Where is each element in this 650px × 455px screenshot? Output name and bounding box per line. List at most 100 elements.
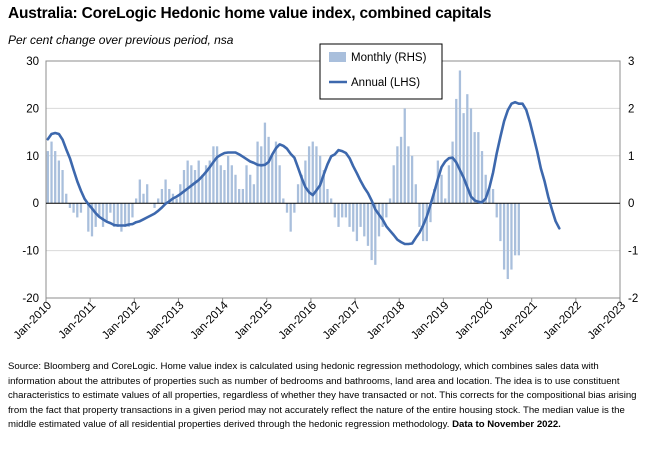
monthly-bar bbox=[212, 146, 215, 204]
x-tick-label: Jan-2011 bbox=[56, 300, 98, 342]
right-tick-label: -1 bbox=[628, 246, 638, 258]
monthly-bar bbox=[65, 193, 68, 204]
monthly-bar bbox=[322, 170, 325, 204]
monthly-bar bbox=[267, 136, 270, 204]
monthly-bar bbox=[135, 198, 138, 204]
left-tick-label: 0 bbox=[33, 198, 39, 210]
monthly-bar bbox=[54, 151, 57, 204]
monthly-bar bbox=[374, 203, 377, 265]
monthly-bar bbox=[477, 132, 480, 204]
monthly-bar bbox=[87, 203, 90, 232]
right-tick-label: 1 bbox=[628, 151, 634, 163]
right-tick-label: 2 bbox=[628, 103, 634, 115]
monthly-bar bbox=[131, 203, 134, 218]
monthly-bar bbox=[363, 203, 366, 237]
x-tick-label: Jan-2010 bbox=[12, 300, 54, 342]
legend-label-monthly: Monthly (RHS) bbox=[351, 52, 427, 64]
monthly-bar bbox=[366, 203, 370, 246]
monthly-bar bbox=[469, 108, 473, 204]
monthly-bar bbox=[473, 132, 476, 204]
monthly-bar bbox=[455, 98, 458, 204]
monthly-bar bbox=[429, 203, 432, 223]
x-tick-label: Jan-2022 bbox=[542, 300, 584, 342]
monthly-bar bbox=[381, 203, 384, 227]
monthly-bar bbox=[271, 155, 274, 204]
monthly-bar bbox=[193, 170, 197, 204]
monthly-bar bbox=[462, 113, 465, 204]
monthly-bar bbox=[359, 203, 362, 227]
monthly-bar bbox=[451, 141, 454, 204]
monthly-bar bbox=[370, 203, 373, 261]
monthly-bar bbox=[186, 160, 189, 204]
monthly-bar bbox=[410, 155, 414, 204]
monthly-bar bbox=[105, 203, 108, 223]
monthly-bar bbox=[499, 203, 502, 242]
monthly-bar bbox=[337, 203, 340, 227]
monthly-bar bbox=[278, 165, 281, 204]
monthly-bar bbox=[318, 155, 322, 204]
x-tick-label: Jan-2013 bbox=[144, 300, 186, 342]
monthly-bars bbox=[46, 70, 520, 280]
monthly-bar bbox=[138, 179, 141, 204]
monthly-bar bbox=[50, 141, 53, 204]
x-tick-label: Jan-2020 bbox=[453, 300, 495, 342]
monthly-bar bbox=[282, 198, 285, 204]
monthly-bar bbox=[94, 203, 97, 227]
monthly-bar bbox=[344, 203, 348, 218]
monthly-bar bbox=[76, 203, 79, 218]
monthly-bar bbox=[226, 155, 230, 204]
monthly-bar bbox=[388, 198, 392, 204]
monthly-bar bbox=[333, 203, 336, 218]
monthly-bar bbox=[197, 160, 200, 204]
monthly-bar bbox=[285, 203, 289, 213]
monthly-bar bbox=[157, 198, 160, 204]
monthly-bar bbox=[447, 165, 451, 204]
x-tick-label: Jan-2018 bbox=[365, 300, 407, 342]
monthly-bar bbox=[399, 136, 403, 204]
monthly-bar bbox=[352, 203, 355, 232]
monthly-bar bbox=[407, 146, 410, 204]
monthly-bar bbox=[230, 165, 233, 204]
monthly-bar bbox=[260, 146, 263, 204]
monthly-bar bbox=[307, 146, 311, 204]
monthly-bar bbox=[120, 203, 123, 232]
monthly-bar bbox=[101, 203, 105, 227]
x-tick-label: Jan-2017 bbox=[321, 300, 363, 342]
legend: Monthly (RHS) Annual (LHS) bbox=[319, 43, 443, 100]
monthly-bar bbox=[296, 184, 300, 204]
x-tick-label: Jan-2021 bbox=[497, 300, 539, 342]
monthly-bar bbox=[510, 203, 513, 270]
monthly-bar bbox=[175, 198, 178, 204]
x-tick-label: Jan-2019 bbox=[409, 300, 451, 342]
monthly-bar bbox=[160, 188, 164, 204]
monthly-bar bbox=[123, 203, 127, 227]
monthly-bar bbox=[425, 203, 428, 242]
monthly-bar bbox=[223, 170, 226, 204]
x-tick-label: Jan-2016 bbox=[277, 300, 319, 342]
monthly-bar bbox=[219, 165, 222, 204]
legend-label-annual: Annual (LHS) bbox=[351, 77, 420, 89]
monthly-bar bbox=[315, 146, 318, 204]
monthly-bar bbox=[300, 174, 303, 204]
monthly-bar bbox=[480, 151, 484, 204]
monthly-bar bbox=[204, 165, 208, 204]
monthly-bar bbox=[311, 141, 314, 204]
monthly-bar bbox=[153, 203, 156, 208]
monthly-bar bbox=[414, 184, 417, 204]
monthly-bar bbox=[238, 188, 241, 204]
monthly-bar bbox=[90, 203, 94, 237]
x-tick-label: Jan-2014 bbox=[188, 299, 231, 342]
monthly-bar bbox=[201, 174, 204, 204]
left-tick-label: 10 bbox=[26, 151, 39, 163]
x-tick-label: Jan-2023 bbox=[586, 300, 628, 342]
monthly-bar bbox=[440, 174, 443, 204]
monthly-bar bbox=[98, 203, 101, 218]
monthly-bar bbox=[164, 179, 167, 204]
monthly-bar bbox=[304, 160, 307, 204]
monthly-bar bbox=[61, 170, 64, 204]
monthly-bar bbox=[112, 203, 116, 227]
monthly-bar bbox=[116, 203, 119, 227]
chart-title: Australia: CoreLogic Hedonic home value … bbox=[8, 5, 492, 22]
monthly-bar bbox=[385, 203, 388, 218]
monthly-bar bbox=[234, 174, 237, 204]
